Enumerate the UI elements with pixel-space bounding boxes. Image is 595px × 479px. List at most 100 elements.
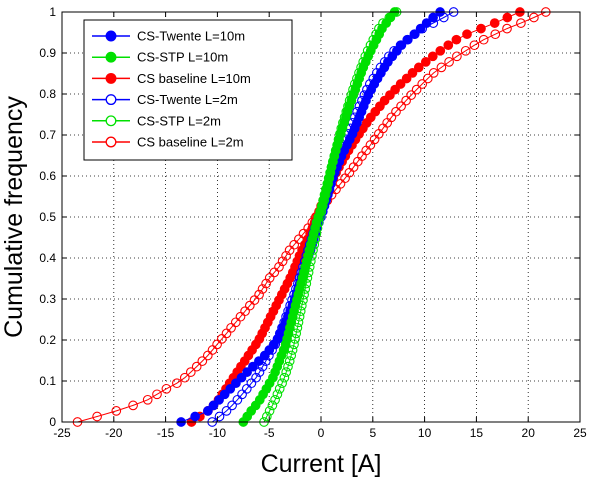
- legend-item: CS-STP L=10m: [92, 50, 228, 65]
- series-point: [246, 378, 257, 389]
- series-point: [359, 90, 370, 100]
- x-tick-label: -10: [209, 426, 227, 440]
- y-tick-label: 0.9: [39, 46, 56, 60]
- legend-swatch-marker: [105, 115, 117, 127]
- legend-label: CS-STP L=10m: [137, 50, 228, 65]
- series-point: [462, 29, 472, 40]
- series-point: [272, 334, 283, 344]
- series-point: [236, 372, 247, 383]
- x-tick-label: -20: [105, 426, 123, 440]
- series-point: [406, 90, 417, 100]
- series-point: [270, 339, 281, 350]
- series-point: [299, 289, 309, 300]
- y-tick-label: 0.8: [39, 87, 56, 101]
- series-point: [428, 18, 439, 28]
- series-point: [281, 367, 292, 377]
- series-point: [225, 383, 236, 394]
- series-point: [290, 334, 300, 344]
- series-point: [368, 34, 379, 45]
- series-point: [325, 167, 336, 178]
- x-tick-label: 5: [369, 426, 376, 440]
- series-point: [284, 356, 295, 366]
- series-point: [202, 350, 213, 361]
- series-point: [308, 245, 318, 256]
- series-point: [311, 228, 322, 239]
- series-point: [270, 394, 280, 405]
- series-point: [356, 62, 366, 73]
- series-point: [161, 383, 172, 394]
- series-point: [371, 29, 381, 40]
- legend-label: CS baseline L=2m: [137, 135, 244, 150]
- series-point: [214, 411, 225, 422]
- y-tick-label: 0.1: [39, 374, 56, 388]
- series-point: [395, 79, 406, 89]
- series-point: [294, 311, 305, 322]
- legend-item: CS baseline L=10m: [92, 71, 251, 86]
- series-point: [310, 234, 321, 245]
- series-point: [478, 34, 489, 45]
- series-point: [197, 356, 208, 366]
- series-point: [344, 95, 355, 106]
- series-point: [313, 217, 324, 228]
- y-tick-label: 0.7: [39, 128, 56, 142]
- series-layer: [72, 7, 551, 427]
- series-point: [368, 73, 379, 84]
- series-point: [427, 51, 438, 62]
- series-point: [409, 29, 420, 40]
- series-point: [230, 317, 241, 328]
- series-point: [312, 223, 323, 233]
- series-point: [267, 345, 277, 355]
- series-point: [389, 45, 399, 56]
- series-point: [277, 256, 288, 267]
- series-point: [352, 73, 362, 84]
- series-point: [330, 145, 341, 156]
- series-point: [322, 184, 332, 195]
- series-point: [208, 400, 219, 411]
- legend-swatch-marker: [105, 72, 117, 84]
- series-point: [358, 57, 369, 67]
- series-point: [407, 68, 418, 78]
- series-point: [444, 57, 454, 67]
- y-tick-label: 1: [49, 5, 56, 19]
- x-tick-label: 10: [418, 426, 432, 440]
- series-point: [402, 34, 413, 45]
- legend-label: CS-Twente L=2m: [137, 92, 238, 107]
- series-point: [316, 206, 327, 217]
- series-point: [92, 411, 102, 422]
- series-point: [335, 129, 345, 139]
- series-point: [354, 101, 365, 112]
- series-point: [319, 195, 330, 206]
- series-point: [529, 12, 539, 23]
- series-point: [185, 367, 196, 377]
- series-point: [364, 79, 375, 89]
- series-point: [476, 23, 486, 34]
- series-point: [274, 262, 284, 272]
- series-point: [272, 389, 283, 400]
- legend-item: CS-Twente L=10m: [92, 29, 245, 44]
- x-tick-label: 20: [522, 426, 536, 440]
- series-point: [443, 40, 454, 51]
- series-point: [142, 394, 153, 405]
- series-point: [360, 51, 371, 62]
- legend-swatch-marker: [105, 94, 117, 106]
- series-point: [378, 18, 388, 28]
- series-point: [516, 18, 526, 28]
- series-point: [291, 328, 302, 339]
- y-axis-label: Cumulative frequency: [0, 96, 28, 338]
- series-point: [365, 40, 376, 51]
- series-point: [257, 361, 268, 372]
- series-point: [417, 23, 428, 34]
- series-point: [489, 18, 500, 28]
- series-point: [216, 334, 227, 344]
- legend-swatch-marker: [105, 30, 117, 42]
- series-point: [438, 12, 449, 23]
- x-tick-label: -25: [53, 426, 71, 440]
- legend-label: CS-STP L=2m: [137, 113, 221, 128]
- series-point: [490, 29, 501, 40]
- series-point: [303, 267, 314, 278]
- series-point: [401, 95, 411, 106]
- x-tick-label: 15: [470, 426, 484, 440]
- legend-item: CS baseline L=2m: [92, 135, 244, 150]
- series-point: [281, 250, 291, 261]
- series-point: [269, 267, 280, 278]
